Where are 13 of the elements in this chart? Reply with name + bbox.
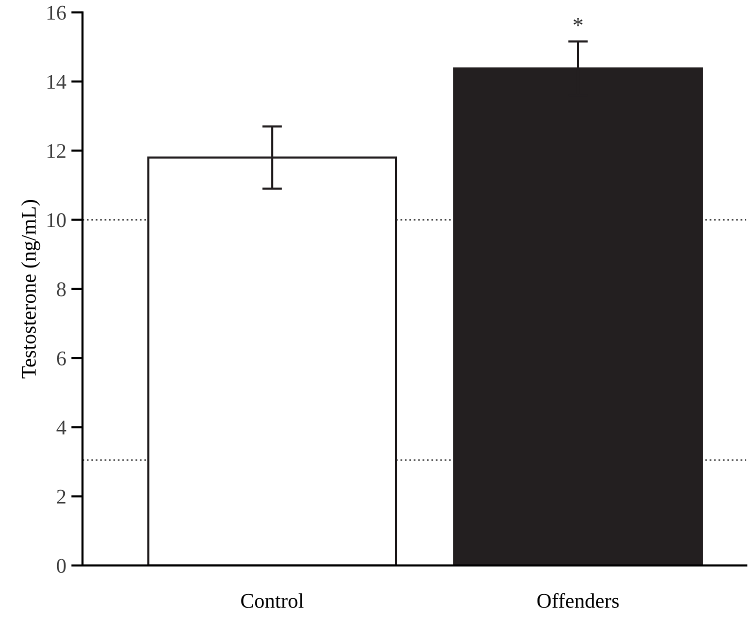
y-tick-label: 10	[48, 213, 66, 228]
y-tick-label: 6	[57, 351, 66, 366]
y-tick-label: 16	[48, 6, 66, 20]
y-tick-label: 8	[56, 282, 66, 296]
x-tick-label: Offenders	[537, 593, 619, 608]
x-tick-label: Control	[241, 593, 304, 608]
y-tick-label: 0	[56, 558, 66, 573]
y-tick-label: 12	[48, 144, 66, 158]
y-tick-label: 14	[48, 74, 66, 89]
y-tick-label: 2	[57, 490, 66, 504]
y-axis-title: Testosterone (ng/mL)	[21, 200, 40, 378]
y-tick-label: 4	[56, 420, 66, 434]
annotation: *	[574, 18, 583, 26]
